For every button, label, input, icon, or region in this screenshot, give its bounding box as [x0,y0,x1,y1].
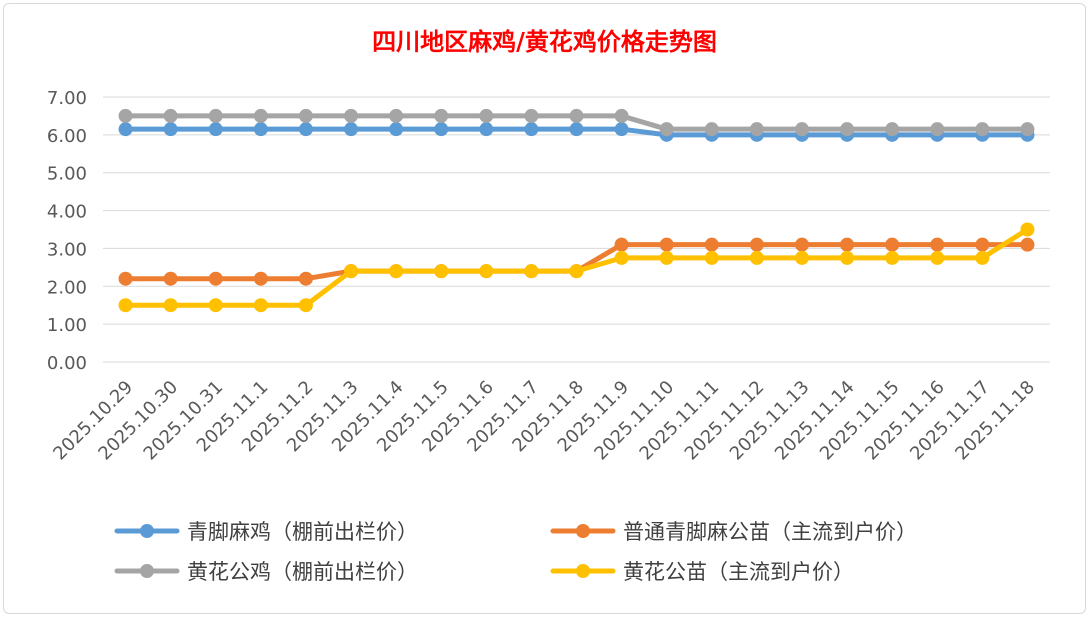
legend-item-3: 黄花公鸡（棚前出栏价） [114,560,418,584]
y-axis-ticks: 0.00 1.00 2.00 3.00 4.00 5.00 6.00 7.00 [47,88,87,374]
data-point [885,250,900,265]
data-point [614,108,629,123]
data-point [163,122,178,137]
legend-item-2: 普通青脚麻公苗（主流到户价） [550,520,917,544]
data-point [208,122,223,137]
data-point [885,122,900,137]
legend-marker [140,564,154,578]
legend-label: 青脚麻鸡（棚前出栏价） [187,520,418,544]
legend-marker [576,524,590,538]
data-point [794,237,809,252]
data-point [930,237,945,252]
data-point [569,122,584,137]
legend-marker [140,524,154,538]
data-point [389,108,404,123]
data-point [434,108,449,123]
data-point [1020,222,1035,237]
data-point [569,108,584,123]
data-point [208,108,223,123]
data-point [840,237,855,252]
data-point [253,271,268,286]
data-point [1020,237,1035,252]
data-point [434,122,449,137]
data-point [118,298,133,313]
data-point [614,237,629,252]
y-tick-label: 2.00 [47,277,87,298]
data-point [614,122,629,137]
data-point [253,108,268,123]
data-point [253,298,268,313]
data-point [749,250,764,265]
data-point [704,237,719,252]
data-point [794,122,809,137]
series-4 [118,222,1035,313]
data-point [794,250,809,265]
data-point [930,250,945,265]
chart-title: 四川地区麻鸡/黄花鸡价格走势图 [372,27,717,56]
data-point [208,298,223,313]
y-tick-label: 0.00 [47,353,87,374]
series-2 [118,237,1035,286]
data-point [298,298,313,313]
data-point [298,108,313,123]
data-point [389,264,404,279]
data-point [118,271,133,286]
data-point [885,237,900,252]
data-point [840,122,855,137]
data-point [704,122,719,137]
data-point [614,250,629,265]
data-point [344,264,359,279]
data-point [298,271,313,286]
legend-item-4: 黄花公苗（主流到户价） [550,560,854,584]
data-point [298,122,313,137]
data-point [840,250,855,265]
data-point [524,108,539,123]
chart-frame [3,3,1086,614]
series-lines [118,108,1035,313]
data-point [1020,122,1035,137]
data-point [930,122,945,137]
series-3 [118,108,1035,137]
data-point [344,108,359,123]
y-tick-label: 1.00 [47,315,87,336]
legend-label: 黄花公苗（主流到户价） [623,560,854,584]
data-point [389,122,404,137]
data-point [163,271,178,286]
data-point [163,298,178,313]
data-point [479,264,494,279]
x-axis-ticks: 2025.10.292025.10.302025.10.312025.11.12… [49,377,1039,465]
data-point [344,122,359,137]
data-point [118,108,133,123]
y-tick-label: 7.00 [47,88,87,109]
data-point [208,271,223,286]
data-point [434,264,449,279]
y-tick-label: 4.00 [47,202,87,223]
data-point [749,237,764,252]
data-point [163,108,178,123]
data-point [659,122,674,137]
data-point [975,237,990,252]
data-point [524,122,539,137]
y-tick-label: 6.00 [47,126,87,147]
y-tick-label: 3.00 [47,239,87,260]
data-point [524,264,539,279]
data-point [975,122,990,137]
legend-label: 黄花公鸡（棚前出栏价） [187,560,418,584]
data-point [975,250,990,265]
data-point [659,250,674,265]
data-point [749,122,764,137]
y-tick-label: 5.00 [47,164,87,185]
legend-item-1: 青脚麻鸡（棚前出栏价） [114,520,418,544]
data-point [118,122,133,137]
legend-marker [576,564,590,578]
legend-label: 普通青脚麻公苗（主流到户价） [623,520,917,544]
legend: 青脚麻鸡（棚前出栏价） 普通青脚麻公苗（主流到户价） 黄花公鸡（棚前出栏价） 黄花公苗… [114,520,917,584]
data-point [479,122,494,137]
data-point [704,250,719,265]
data-point [479,108,494,123]
data-point [569,264,584,279]
data-point [253,122,268,137]
data-point [659,237,674,252]
